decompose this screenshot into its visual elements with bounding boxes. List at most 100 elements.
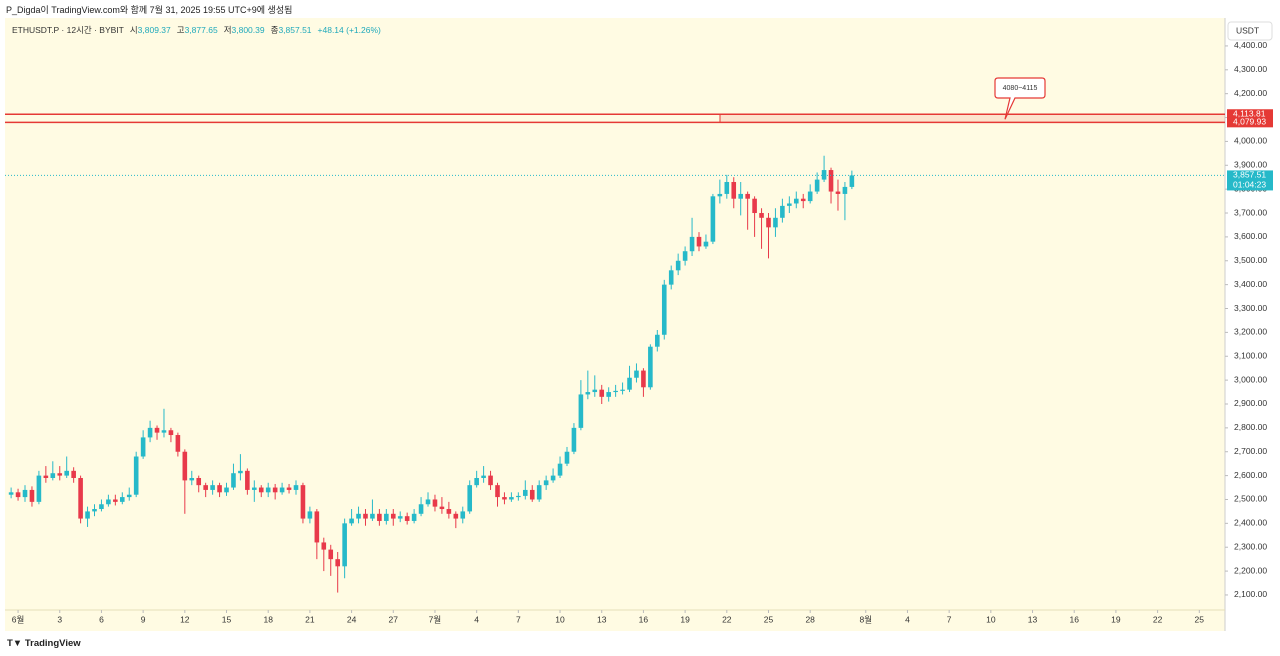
x-tick-label: 3 <box>57 614 62 624</box>
brand-logo: T▼ <box>7 638 25 649</box>
candle-body <box>696 236 702 247</box>
y-tick-label: 3,100.00 <box>1234 351 1267 361</box>
ohlc-value: 3,800.39 <box>231 25 265 35</box>
candle-body <box>293 485 299 490</box>
y-tick-label: 3,900.00 <box>1234 160 1267 170</box>
candle-body <box>300 485 306 519</box>
x-tick-label: 4 <box>905 614 910 624</box>
candle-body <box>627 377 632 390</box>
candle-body <box>564 451 570 464</box>
candle-body <box>745 193 750 199</box>
symbol-legend: ETHUSDT.P · 12시간 · BYBIT 시3,809.37 고3,877.… <box>12 24 387 36</box>
ohlc-value: 3,857.51 <box>278 25 312 35</box>
candle-body <box>22 489 28 498</box>
candle-body <box>224 487 229 493</box>
candle-body <box>849 175 855 187</box>
x-tick-label: 13 <box>1028 614 1038 624</box>
candle-body <box>460 511 466 519</box>
candle-body <box>92 509 97 512</box>
candle-body <box>377 513 382 521</box>
candle-body <box>467 485 473 512</box>
candle-body <box>425 499 431 505</box>
header: P_Digda이 TradingView.com와 함께 7월 31, 2025… <box>6 5 293 15</box>
candle-body <box>29 489 35 502</box>
level-label-box <box>1227 109 1273 120</box>
candle-body <box>606 392 611 397</box>
candle-body <box>8 492 14 495</box>
candle-body <box>585 392 591 395</box>
candle-body <box>675 260 681 271</box>
candle-body <box>641 370 646 388</box>
y-tick-label: 2,500.00 <box>1234 494 1267 504</box>
candle-body <box>314 511 320 543</box>
y-tick-label: 4,300.00 <box>1234 64 1267 74</box>
candle-body <box>397 516 403 519</box>
candle-body <box>661 284 667 335</box>
x-tick-label: 7월 <box>429 614 442 624</box>
candle-body <box>43 475 49 478</box>
candle-body <box>800 198 806 202</box>
unit-box[interactable] <box>1227 21 1273 41</box>
candle-body <box>390 513 396 519</box>
candle-body <box>474 477 479 486</box>
x-tick-label: 10 <box>555 614 565 624</box>
candle-body <box>655 334 660 347</box>
candle-body <box>356 513 361 519</box>
candle-body <box>133 456 139 495</box>
candle-body <box>349 518 354 524</box>
candle-body <box>550 475 556 481</box>
y-tick-label: 3,400.00 <box>1234 279 1267 289</box>
candle-body <box>689 236 695 252</box>
candle-body <box>279 487 285 493</box>
candle-body <box>113 499 118 502</box>
candle-body <box>71 470 76 478</box>
candle-body <box>773 217 778 228</box>
candle-body <box>634 370 639 378</box>
x-tick-label: 24 <box>347 614 357 624</box>
candle-body <box>217 485 222 493</box>
candle-body <box>265 487 271 493</box>
x-tick-label: 22 <box>722 614 732 624</box>
x-tick-label: 16 <box>639 614 649 624</box>
candle-body <box>147 427 153 438</box>
candle-body <box>488 475 493 486</box>
candle-body <box>175 435 181 452</box>
candle-body <box>620 389 625 391</box>
zone <box>720 114 1225 123</box>
candle-body <box>821 170 827 180</box>
y-tick-label: 2,600.00 <box>1234 470 1267 480</box>
candle-body <box>578 394 584 428</box>
y-tick-label: 4,400.00 <box>1234 40 1267 50</box>
candle-body <box>189 477 195 481</box>
candle-body <box>780 205 785 218</box>
candle-body <box>36 475 42 502</box>
level-label: 4,113.81 <box>1233 108 1266 118</box>
x-tick-label: 8월 <box>859 614 872 624</box>
x-tick-label: 7 <box>947 614 952 624</box>
x-tick-label: 6 <box>99 614 104 624</box>
candle-body <box>418 504 424 514</box>
candle-body <box>807 191 813 202</box>
y-unit: USDT <box>1236 25 1259 35</box>
y-tick-label: 3,000.00 <box>1234 374 1267 384</box>
level-label: 4,079.93 <box>1233 117 1266 127</box>
brand-text: TradingView <box>24 638 81 649</box>
candle-body <box>140 437 146 457</box>
x-tick-label: 16 <box>1069 614 1079 624</box>
candle-body <box>342 523 347 567</box>
candle-body <box>835 191 841 194</box>
ohlc-value: 3,809.37 <box>137 25 171 35</box>
y-tick-label: 2,400.00 <box>1234 518 1267 528</box>
candle-body <box>99 504 104 510</box>
x-tick-label: 12 <box>180 614 190 624</box>
y-tick-label: 2,900.00 <box>1234 398 1267 408</box>
ohlc-value: 3,877.65 <box>184 25 218 35</box>
candle-body <box>196 477 202 486</box>
candle-body <box>731 181 737 199</box>
candle-body <box>495 485 500 498</box>
candle-body <box>245 470 250 490</box>
x-tick-label: 7 <box>516 614 521 624</box>
candle-body <box>286 487 292 490</box>
